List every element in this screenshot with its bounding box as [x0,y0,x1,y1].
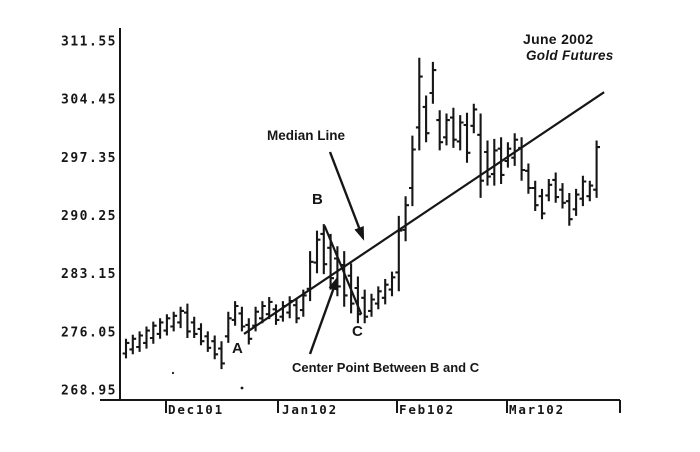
axes [100,28,621,413]
month-label: Jan102 [282,402,338,417]
price-bars [122,57,600,370]
price-bar [320,224,328,275]
price-bar [463,112,471,163]
pivot-a-label: A [232,340,243,357]
price-bar [170,311,178,332]
price-bar [531,180,539,211]
price-bar [572,188,580,216]
price-bar [477,113,484,198]
price-bar [579,175,587,207]
price-bar [286,296,294,319]
price-bar [381,279,389,305]
y-axis-label: 304.45 [61,93,117,108]
price-bar [306,251,314,302]
price-bar [279,301,287,322]
price-bar [429,61,437,104]
median-line-arrow [328,151,365,241]
center-point-label: Center Point Between B and C [292,360,480,375]
price-bar [518,137,525,181]
x-axis-labels: Dec101 Jan102 Feb102 Mar102 [168,402,565,417]
price-bar [231,301,239,326]
median-trend-line [243,91,605,335]
price-bar [163,314,171,336]
price-bar [559,183,566,209]
price-bar [361,289,369,324]
price-bar [259,301,266,324]
price-bar [593,140,600,198]
price-bar [129,334,137,355]
price-bar [143,326,150,349]
axis-lines [100,28,621,413]
price-bar [525,163,532,194]
price-bar [552,172,560,203]
stray-mark [240,386,244,390]
price-bar [197,323,205,346]
y-axis-label: 311.55 [61,35,117,50]
price-bar [313,230,321,274]
price-bar [415,57,423,151]
price-bar [238,306,246,332]
chart-title-line1: June 2002 [523,31,594,47]
price-bar [177,306,184,329]
pivot-b-label: B [312,191,323,208]
price-bar [149,321,157,344]
price-bar [156,318,164,339]
price-bar [422,95,430,143]
price-bar [456,115,464,151]
bc-segment-line [323,225,363,315]
y-axis-label: 268.95 [61,384,117,399]
pivot-c-label: C [352,323,363,340]
scan-specks [171,371,244,390]
price-bar [190,316,198,338]
price-bar [538,188,546,220]
price-bar [218,341,225,370]
y-axis-label: 297.35 [61,151,117,166]
annotation-arrows [308,151,365,355]
price-bar [368,293,375,317]
price-bar [402,196,409,242]
stray-mark [171,371,175,375]
month-label: Dec101 [168,402,224,417]
median-line-label: Median Line [267,128,346,143]
price-bar [490,138,498,186]
price-bar [136,331,143,352]
y-axis-labels: 311.55 304.45 297.35 290.25 283.15 276.05 268.… [61,35,117,399]
price-bar [224,311,232,343]
y-axis-label: 290.25 [61,209,117,224]
price-bar [374,286,382,310]
price-bar [545,179,553,202]
month-label: Mar102 [509,402,565,417]
price-bar [293,299,300,324]
price-bar [409,135,416,207]
price-bar [265,297,273,320]
price-bar [184,303,191,338]
price-bar [511,133,519,166]
price-bar [122,338,130,359]
price-bar [484,140,491,186]
chart-title-line2: Gold Futures [526,48,614,63]
price-bar [450,107,457,148]
price-bar [504,142,512,168]
price-bar [211,335,219,360]
price-bar [586,180,594,202]
center-point-arrow [308,276,339,355]
price-bar [388,271,396,297]
trend-lines [243,91,605,335]
price-bar [204,331,212,352]
y-axis-label: 283.15 [61,267,117,282]
price-bar [470,103,478,134]
price-bar [565,193,573,226]
price-bar [443,113,450,146]
month-label: Feb102 [399,402,455,417]
price-bar [272,304,280,325]
price-bar [436,110,444,151]
y-axis-label: 276.05 [61,325,117,340]
